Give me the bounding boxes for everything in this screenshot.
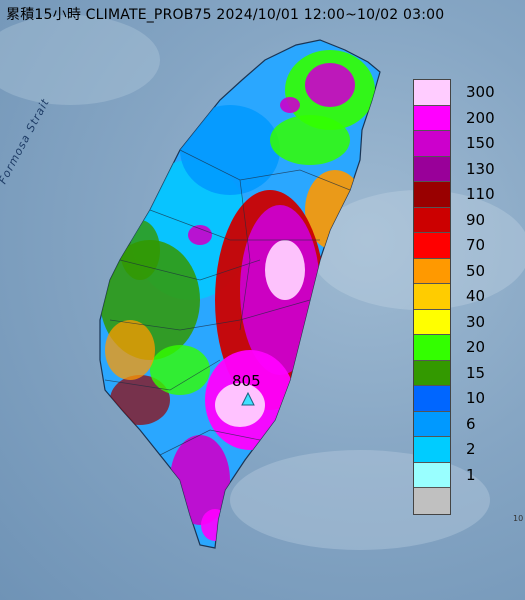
legend-swatch [414, 411, 450, 437]
legend-swatch [414, 386, 450, 412]
legend-swatch [414, 360, 450, 386]
legend-swatch [414, 488, 450, 514]
corner-mark: 10 [513, 514, 524, 523]
legend-label: 90 [466, 210, 486, 229]
legend-label: 130 [466, 159, 495, 178]
color-legend [413, 79, 451, 515]
legend-label: 10 [466, 389, 486, 407]
legend-swatch [414, 156, 450, 182]
map-title: 累積15小時 CLIMATE_PROB75 2024/10/01 12:00~1… [6, 7, 445, 23]
legend-swatch [414, 309, 450, 335]
legend-swatch [414, 258, 450, 284]
legend-label: 6 [466, 414, 476, 433]
legend-label: 70 [466, 236, 486, 254]
boundary-lines [104, 149, 351, 456]
legend-label: 300 [466, 83, 495, 101]
legend-swatch [414, 80, 450, 106]
legend-swatch [414, 437, 450, 463]
legend-swatch [414, 233, 450, 259]
legend-swatch [414, 131, 450, 157]
legend-label: 1 [466, 465, 476, 484]
legend-label: 150 [466, 134, 495, 152]
legend-label: 200 [466, 108, 495, 127]
legend-swatch [414, 462, 450, 488]
legend-label: 2 [466, 440, 476, 458]
legend-label: 30 [466, 312, 486, 331]
legend-swatch [414, 182, 450, 208]
legend-label: 40 [466, 287, 486, 305]
peak-station-marker [241, 391, 255, 406]
legend-label: 50 [466, 261, 486, 280]
legend-swatch [414, 105, 450, 131]
legend-label: 15 [466, 363, 486, 382]
legend-swatch [414, 284, 450, 310]
legend-swatch [414, 335, 450, 361]
legend-label: 110 [466, 185, 495, 203]
peak-value-label: 805 [232, 372, 261, 390]
legend-label: 20 [466, 338, 486, 356]
legend-swatch [414, 207, 450, 233]
